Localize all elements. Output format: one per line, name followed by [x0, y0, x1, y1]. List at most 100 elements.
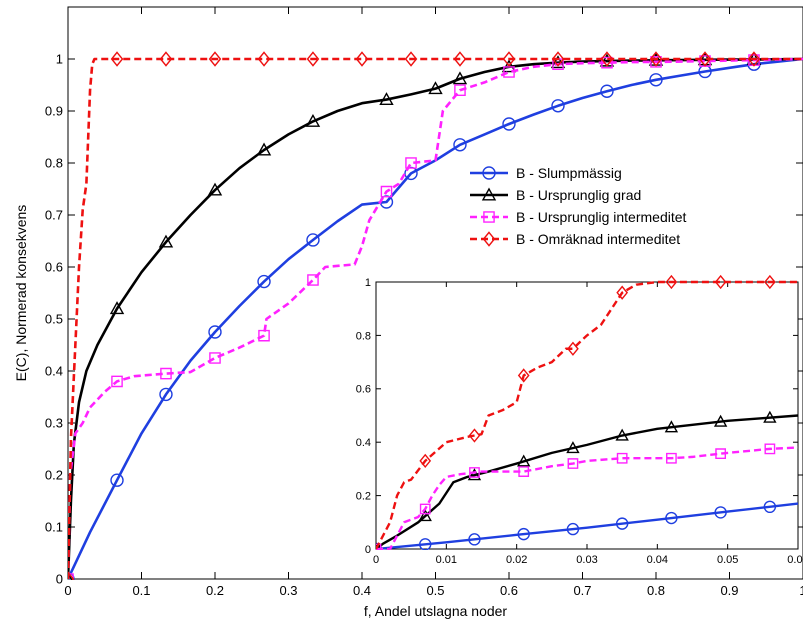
- inset-x-tick-label: 0.06: [787, 554, 803, 566]
- inset-series-marker: [517, 527, 530, 541]
- main-series-marker: [453, 138, 467, 152]
- inset-series-marker: [714, 506, 727, 519]
- main-x-tick-label: 0.2: [206, 583, 224, 598]
- inset-axes: 0 0.01 0.02 0.03 0.04 0.05 0.06 0 0.2 0.4 0.6 0.8 1: [356, 277, 803, 566]
- main-x-tick-label: 0: [64, 583, 71, 598]
- inset-series-1: [376, 410, 799, 550]
- main-y-tick-label: 0.2: [45, 468, 63, 483]
- legend-marker: [482, 231, 496, 247]
- main-series-marker: [159, 51, 173, 67]
- main-series-marker: [601, 56, 613, 69]
- inset-series-marker: [664, 420, 679, 433]
- inset-plot-bg: [376, 282, 798, 549]
- inset-series-marker: [419, 503, 431, 515]
- inset-series-marker: [419, 538, 432, 550]
- main-series-marker: [208, 51, 222, 67]
- main-y-tick-label: 1: [56, 52, 63, 67]
- legend-label: B - Slumpmässig: [516, 165, 622, 181]
- main-series-marker: [404, 166, 418, 181]
- main-series-marker: [307, 274, 319, 286]
- main-series-marker: [111, 375, 123, 388]
- inset-series-marker: [764, 443, 776, 455]
- inset-series-3: [376, 274, 798, 550]
- inset-series-marker: [713, 414, 728, 427]
- main-x-tick-label: 0.6: [500, 583, 518, 598]
- inset-series-marker: [469, 467, 480, 478]
- inset-series-marker: [666, 452, 677, 464]
- inset-series-marker: [566, 522, 580, 536]
- main-series-marker: [454, 84, 466, 97]
- inset-series-marker: [714, 274, 727, 290]
- legend-marker: [481, 187, 497, 201]
- main-series-marker: [552, 58, 564, 71]
- inset-series-marker: [665, 274, 678, 290]
- main-series-marker: [698, 51, 712, 67]
- inset-x-tick-label: 0.04: [647, 554, 668, 566]
- main-series-marker: [355, 51, 369, 67]
- main-series-marker: [452, 71, 468, 85]
- main-series-marker: [209, 352, 221, 364]
- inset-series-marker: [616, 452, 628, 464]
- main-series-marker: [160, 367, 172, 380]
- main-series-marker: [208, 325, 222, 339]
- main-y-tick-label: 0.4: [45, 364, 63, 379]
- main-series-marker: [110, 51, 124, 67]
- main-x-tick-label: 0.7: [573, 583, 591, 598]
- inset-series-marker: [715, 448, 727, 460]
- legend-label: B - Ursprunglig grad: [516, 187, 641, 203]
- main-x-axis-label: f, Andel utslagna noder: [364, 603, 508, 619]
- main-x-tick-label: 0.9: [720, 583, 738, 598]
- inset-y-tick-label: 1: [365, 277, 371, 289]
- inset-y-tick-label: 0: [365, 544, 371, 556]
- inset-series-marker: [615, 517, 629, 530]
- main-series-marker: [551, 51, 565, 67]
- main-series-marker: [379, 92, 394, 106]
- main-series-marker: [428, 81, 443, 95]
- main-y-tick-label: 0.1: [45, 520, 63, 535]
- main-series-marker: [207, 182, 223, 196]
- main-y-tick-label: 0.7: [45, 208, 63, 223]
- main-series-line: [68, 57, 803, 580]
- main-series-marker: [380, 185, 393, 198]
- main-series-marker: [68, 571, 75, 580]
- main-x-tick-label: 0.4: [353, 583, 371, 598]
- main-series-marker: [404, 51, 418, 67]
- inset-series-marker: [764, 274, 776, 290]
- inset-series-line: [376, 502, 799, 550]
- main-series-marker: [747, 51, 761, 67]
- main-y-tick-label: 0.8: [45, 156, 63, 171]
- inset-series-2: [376, 443, 799, 550]
- main-series-marker: [256, 142, 272, 156]
- main-x-tick-label: 0.3: [279, 583, 297, 598]
- main-y-tick-label: 0.3: [45, 416, 63, 431]
- legend-marker: [482, 166, 496, 180]
- main-series-marker: [502, 51, 516, 67]
- inset-series-marker: [419, 453, 432, 469]
- inset-series-line: [376, 280, 798, 550]
- main-series-3: [68, 51, 803, 580]
- inset-series-marker: [566, 441, 580, 454]
- main-series-marker: [551, 99, 565, 113]
- inset-series-line: [376, 414, 799, 550]
- main-x-tick-label: 1: [799, 583, 803, 598]
- inset-x-tick-label: 0: [373, 554, 379, 566]
- inset-series-marker: [616, 285, 629, 300]
- main-series-marker: [600, 51, 614, 67]
- inset-series-marker: [567, 341, 579, 356]
- inset-series-marker: [615, 428, 629, 441]
- main-series-marker: [453, 51, 467, 67]
- main-series-marker: [502, 117, 516, 131]
- main-series-marker: [649, 73, 663, 87]
- main-y-tick-label: 0.6: [45, 260, 63, 275]
- main-series-marker: [649, 51, 663, 67]
- main-y-tick-label: 0.5: [45, 312, 63, 327]
- main-series-marker: [306, 233, 320, 247]
- main-series-line: [68, 57, 803, 580]
- main-series-marker: [158, 234, 174, 248]
- main-series-marker: [501, 59, 517, 73]
- main-series-marker: [109, 301, 125, 315]
- inset-y-tick-label: 0.8: [356, 330, 371, 342]
- legend-label: B - Ursprunglig intermeditet: [516, 209, 687, 225]
